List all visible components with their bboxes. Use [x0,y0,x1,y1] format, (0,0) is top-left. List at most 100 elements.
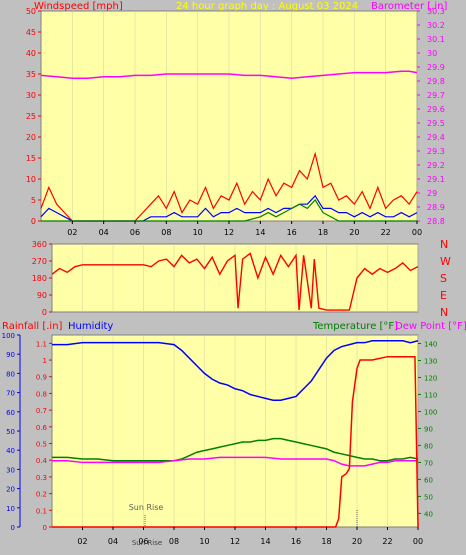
wind-y-tick-label: 35 [26,70,36,79]
direction-y-tick-label: 270 [32,257,47,266]
wind-x-axis: 02 04 06 08 10 12 14 16 18 20 22 00 [67,221,422,237]
rainfall-y-tick-label: 0.3 [36,474,47,482]
baro-y-axis-right: 28.8 28.9 29 29.1 29.2 29.3 29.4 29.5 29.6 29.7 29… [417,7,445,226]
humidity-y-tick-label: 30 [6,466,15,474]
baro-y-tick-label: 29.6 [427,105,445,114]
wind-series [40,70,418,222]
rainfall-y-tick-label: 0.6 [36,424,48,432]
humidity-y-axis: 0 10 20 30 40 50 60 70 80 90 100 [2,332,21,532]
graph-date-title: 24 hour graph day : August 03 2024 [176,1,358,12]
sun-markers: Sun Rise Sun Rise [129,503,358,547]
weather-x-tick-label: 16 [291,537,301,546]
temperature-y-tick-label: 70 [424,459,433,467]
wind-x-tick-label: 00 [412,228,422,237]
humidity-y-tick-label: 70 [6,390,15,398]
baro-y-tick-label: 28.8 [427,217,445,226]
rainfall-y-tick-label: 0.7 [36,407,47,415]
wind-y-tick-label: 15 [26,154,36,163]
weather-grid [82,335,419,527]
weather-x-tick-label: 12 [230,537,240,546]
temperature-y-tick-label: 50 [424,493,433,501]
temperature-y-tick-label: 110 [424,391,437,399]
temperature-y-tick-label: 100 [424,408,437,416]
temperature-y-tick-label: 60 [424,476,433,484]
baro-y-tick-label: 30.3 [427,7,445,16]
sunset-label: Sun Rise [132,539,162,547]
direction-y-axis: 0 90 180 270 360 [32,240,52,317]
wind-x-tick-label: 14 [255,228,265,237]
wind-y-tick-label: 0 [31,217,36,226]
rainfall-y-tick-label: 0.1 [36,507,47,515]
rainfall-y-axis: 0 0.1 0.2 0.3 0.4 0.5 0.6 0.7 0.8 0.9 1 1.1 [36,340,52,532]
wind-x-tick-label: 02 [67,228,77,237]
wind-x-tick-label: 18 [318,228,328,237]
baro-y-tick-label: 29.8 [427,77,445,86]
wind-y-tick-label: 5 [31,196,36,205]
barometer-axis-title: Barometer [.in] [371,1,447,12]
compass-label: E [440,289,447,302]
rainfall-y-tick-label: 0 [43,524,47,532]
dew_point-line [52,456,418,467]
weather-x-tick-label: 14 [260,537,270,546]
baro-y-tick-label: 29.2 [427,161,445,170]
weather-series [52,340,419,528]
wind-x-tick-label: 16 [287,228,297,237]
wind-y-axis-left: 0 5 10 15 20 25 30 35 40 45 50 [26,7,41,226]
humidity-axis-title: Humidity [68,321,113,332]
temperature-y-tick-label: 130 [424,357,437,365]
wind-y-tick-label: 20 [26,133,36,142]
rainfall-y-tick-label: 0.2 [36,491,47,499]
wind-y-tick-label: 40 [26,49,36,58]
temperature-y-tick-label: 80 [424,442,433,450]
compass-label: S [440,272,447,285]
humidity-y-tick-label: 100 [2,332,15,340]
baro-y-tick-label: 29.1 [427,175,445,184]
rainfall-y-tick-label: 0.8 [36,390,47,398]
wind-y-tick-label: 25 [26,112,36,121]
wind-x-tick-label: 06 [130,228,140,237]
wind-y-tick-label: 45 [26,28,36,37]
baro-y-tick-label: 29.3 [427,147,445,156]
wind-x-tick-label: 04 [99,228,109,237]
compass-label: N [440,238,448,251]
wind-y-tick-label: 10 [26,175,36,184]
direction-y-tick-label: 180 [32,274,47,283]
weather-x-tick-label: 04 [108,537,118,546]
rainfall-line [52,355,419,528]
humidity-y-tick-label: 20 [6,486,15,494]
barometer-line [40,70,418,79]
rainfall-y-tick-label: 0.5 [36,441,47,449]
temperature-y-tick-label: 140 [424,340,437,348]
baro-y-tick-label: 29.4 [427,133,445,142]
rainfall-y-tick-label: 1 [43,357,47,365]
compass-label: W [440,255,451,268]
wind-y-tick-label: 50 [26,7,36,16]
weather-x-tick-label: 10 [199,537,209,546]
baro-y-tick-label: 30 [427,49,437,58]
direction-y-tick-label: 360 [32,240,47,249]
direction-series [51,252,419,311]
direction-grid [82,244,419,312]
wind-x-tick-label: 10 [193,228,203,237]
weather-x-tick-label: 06 [138,537,148,546]
weather-x-tick-label: 18 [321,537,331,546]
wind-x-tick-label: 12 [224,228,234,237]
wind-x-tick-label: 20 [349,228,359,237]
dewpoint-axis-title: Dew Point [°F] [395,321,466,332]
wind-x-tick-label: 08 [161,228,171,237]
rainfall-y-tick-label: 0.9 [36,374,47,382]
sunrise-label: Sun Rise [129,503,164,512]
rainfall-y-tick-label: 1.1 [36,340,47,348]
wind_green-line [41,199,417,222]
compass-label: N [440,306,448,319]
temperature-y-tick-label: 90 [424,425,433,433]
weather-x-tick-label: 02 [77,537,87,546]
direction-line [51,252,419,311]
temperature-axis-title: Temperature [°F] [312,321,398,332]
windspeed-axis-title: Windspeed [mph] [34,1,123,12]
rainfall-axis-title: Rainfall [.in] [2,321,63,332]
weather-x-tick-label: 08 [169,537,179,546]
weather-x-tick-label: 20 [352,537,362,546]
baro-y-tick-label: 29 [427,189,437,198]
